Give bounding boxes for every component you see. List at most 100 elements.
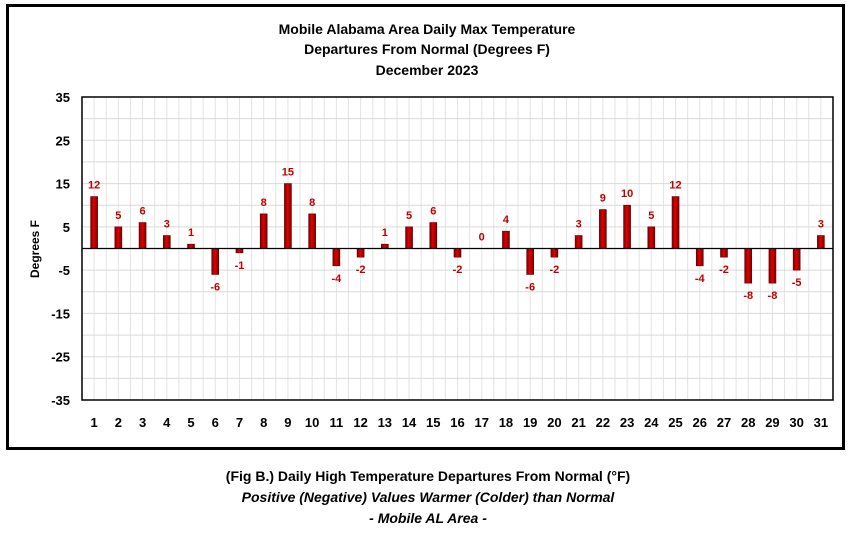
data-label: -6 <box>525 281 535 293</box>
x-tick-label: 13 <box>378 415 392 430</box>
x-tick-label: 7 <box>236 415 243 430</box>
data-label: 8 <box>261 197 267 209</box>
data-label: 3 <box>818 219 824 231</box>
data-label: 1 <box>188 227 194 239</box>
bar <box>90 196 98 249</box>
bar <box>356 248 365 258</box>
x-tick-label: 20 <box>547 415 561 430</box>
bar <box>623 204 631 249</box>
data-label: -8 <box>743 290 753 302</box>
caption-line-3: - Mobile AL Area - <box>369 510 487 526</box>
y-tick-label: -25 <box>51 350 70 365</box>
caption-line-2: Positive (Negative) Values Warmer (Colde… <box>241 489 615 505</box>
x-tick-label: 28 <box>741 415 755 430</box>
x-tick-label: 25 <box>668 415 682 430</box>
bar <box>768 248 777 284</box>
bar <box>284 183 292 249</box>
bar <box>502 230 510 249</box>
x-tick-label: 27 <box>717 415 731 430</box>
bar <box>792 248 801 271</box>
data-label: 0 <box>479 232 485 244</box>
bar <box>114 226 123 249</box>
x-tick-label: 4 <box>163 415 171 430</box>
data-label: 1 <box>382 227 388 239</box>
bar <box>332 248 341 267</box>
x-tick-label: 23 <box>620 415 634 430</box>
x-tick-label: 22 <box>596 415 610 430</box>
bar <box>138 222 147 249</box>
x-tick-label: 8 <box>260 415 267 430</box>
chart-title-line-1: Mobile Alabama Area Daily Max Temperatur… <box>279 21 576 37</box>
data-label: -5 <box>792 277 802 289</box>
data-label: 15 <box>282 167 294 179</box>
x-tick-label: 14 <box>402 415 417 430</box>
x-tick-label: 19 <box>523 415 537 430</box>
bar <box>405 226 413 249</box>
y-tick-label: -5 <box>58 263 70 278</box>
y-tick-label: -35 <box>51 393 70 408</box>
x-tick-label: 5 <box>187 415 194 430</box>
bar <box>162 235 171 249</box>
x-tick-label: 9 <box>284 415 291 430</box>
chart-title-line-3: December 2023 <box>376 62 479 78</box>
bar <box>671 196 680 249</box>
x-tick-label: 12 <box>353 415 367 430</box>
y-tick-label: 35 <box>56 90 70 105</box>
data-label: -4 <box>695 273 706 285</box>
x-tick-label: 24 <box>644 415 659 430</box>
data-label: -2 <box>453 264 463 276</box>
data-label: 6 <box>430 206 436 218</box>
y-tick-label: -15 <box>51 306 70 321</box>
bar <box>550 248 559 258</box>
data-label: 12 <box>669 180 681 192</box>
bar <box>647 226 656 249</box>
data-label: 5 <box>115 210 121 222</box>
data-label: -6 <box>210 281 220 293</box>
bar <box>744 248 753 284</box>
data-label: -2 <box>550 264 560 276</box>
data-label: 5 <box>648 210 654 222</box>
x-tick-label: 31 <box>814 415 828 430</box>
x-tick-label: 30 <box>789 415 803 430</box>
x-tick-label: 18 <box>499 415 513 430</box>
data-label: 10 <box>621 188 633 200</box>
bar <box>599 209 607 249</box>
bar <box>259 213 268 249</box>
data-label: -1 <box>235 260 245 272</box>
bar <box>574 235 583 249</box>
x-tick-label: 26 <box>693 415 707 430</box>
data-label: 3 <box>576 219 582 231</box>
x-tick-label: 21 <box>571 415 585 430</box>
bar <box>453 248 462 258</box>
x-tick-label: 6 <box>212 415 219 430</box>
data-label: 12 <box>88 180 100 192</box>
data-label: -2 <box>719 264 729 276</box>
data-label: -8 <box>768 290 778 302</box>
y-tick-label: 25 <box>56 133 70 148</box>
x-tick-label: 29 <box>765 415 779 430</box>
x-tick-label: 16 <box>450 415 464 430</box>
chart-title-line-2: Departures From Normal (Degrees F) <box>304 41 550 57</box>
x-tick-label: 11 <box>329 415 343 430</box>
data-label: 6 <box>140 206 146 218</box>
data-label: -4 <box>331 273 342 285</box>
data-label: 4 <box>503 214 510 226</box>
bar <box>211 248 220 275</box>
bar <box>429 222 438 249</box>
data-label: 8 <box>309 197 315 209</box>
data-label: 3 <box>164 219 170 231</box>
bar <box>308 213 316 249</box>
x-tick-label: 3 <box>139 415 146 430</box>
y-axis-label: Degrees F <box>28 220 42 278</box>
figure-caption: (Fig B.) Daily High Temperature Departur… <box>0 466 856 529</box>
data-label: 5 <box>406 210 412 222</box>
bar <box>526 248 534 275</box>
x-tick-label: 15 <box>426 415 440 430</box>
bar <box>817 235 825 249</box>
caption-line-1: (Fig B.) Daily High Temperature Departur… <box>225 468 631 484</box>
data-label: 9 <box>600 193 606 205</box>
x-tick-label: 2 <box>115 415 122 430</box>
